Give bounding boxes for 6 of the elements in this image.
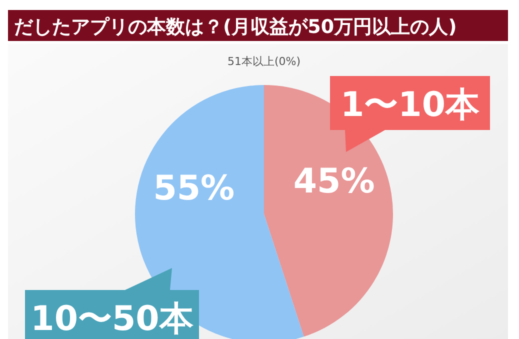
chart-title: だしたアプリの本数は？(月収益が50万円以上の人)	[14, 16, 457, 38]
slice-label: 1〜10本	[340, 85, 480, 125]
slice-label: 10〜50本	[30, 299, 194, 339]
data-label: 55%	[153, 168, 235, 208]
data-label: 45%	[293, 162, 375, 202]
category-label: 51本以上(0%)	[227, 55, 301, 68]
